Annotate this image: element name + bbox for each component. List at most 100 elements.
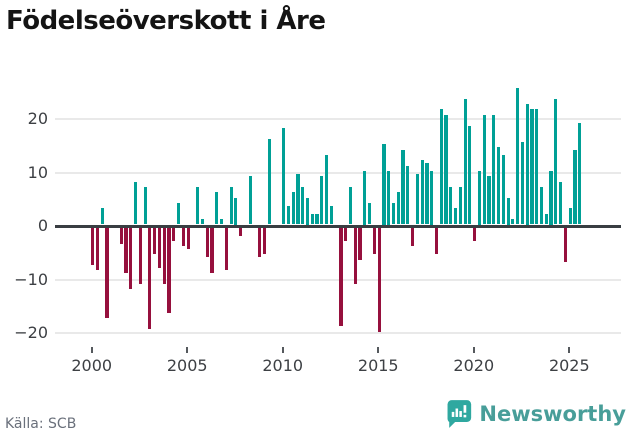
bar: [267, 138, 271, 225]
bar: [301, 187, 305, 225]
bar: [353, 227, 357, 284]
bar: [124, 227, 128, 273]
bar: [573, 149, 577, 225]
bar: [387, 171, 391, 225]
bar: [482, 114, 486, 225]
y-axis-tick-label: 20: [27, 109, 48, 128]
bar: [358, 227, 362, 260]
bar: [344, 227, 348, 241]
bar: [248, 176, 252, 225]
brand-name: Newsworthy: [479, 402, 626, 426]
bar: [396, 192, 400, 225]
bar: [305, 197, 310, 225]
gridline: [55, 332, 621, 334]
bar: [329, 205, 333, 225]
gridline: [55, 171, 621, 174]
bar: [176, 203, 181, 225]
bar: [148, 227, 152, 330]
bar: [348, 187, 353, 225]
bar: [535, 109, 539, 225]
bar: [410, 227, 415, 247]
bar: [425, 162, 429, 225]
y-axis-tick-label: −10: [14, 269, 48, 289]
bar: [133, 181, 138, 225]
bar: [95, 227, 99, 271]
bar: [119, 227, 123, 244]
bar: [487, 176, 491, 225]
bar: [516, 88, 520, 225]
bar: [506, 197, 510, 225]
bar: [286, 205, 290, 225]
bar: [449, 187, 453, 225]
x-axis-tick-label: 2010: [262, 356, 304, 375]
x-axis-tick-label: 2000: [71, 356, 113, 375]
bar: [492, 114, 496, 225]
bar: [539, 187, 544, 225]
bar: [325, 154, 329, 225]
bar: [229, 187, 233, 225]
bar: [167, 227, 171, 314]
newsworthy-bubble-chart-icon: [445, 399, 472, 429]
bar: [430, 171, 434, 225]
bar: [554, 98, 558, 225]
bar: [200, 219, 205, 225]
bar: [262, 227, 267, 255]
bar: [415, 173, 419, 225]
bar: [196, 187, 200, 225]
bar: [420, 160, 424, 225]
bar: [282, 128, 286, 225]
bar: [219, 219, 224, 225]
bar: [100, 208, 104, 225]
bar: [181, 227, 185, 247]
bar: [391, 203, 396, 225]
bar: [310, 213, 314, 225]
bar: [215, 192, 219, 225]
bar: [463, 98, 467, 225]
bar: [382, 144, 386, 225]
bar: [473, 227, 477, 241]
bar: [563, 227, 567, 263]
bar: [559, 181, 563, 225]
bar: [320, 176, 324, 225]
bar: [205, 227, 209, 257]
newsworthy-branding: Newsworthy: [445, 399, 626, 429]
bar: [157, 227, 162, 268]
bar: [239, 227, 243, 236]
bar: [568, 208, 572, 225]
bar: [363, 171, 367, 225]
bar: [162, 227, 166, 284]
bar: [434, 227, 439, 255]
bar: [172, 227, 176, 241]
bar: [234, 197, 238, 225]
x-axis-tick: [377, 347, 380, 353]
bar: [458, 187, 462, 225]
zero-axis-line: [55, 224, 621, 228]
bar: [143, 187, 147, 225]
y-axis-tick-label: −20: [14, 323, 48, 342]
source-caption: Källa: SCB: [5, 416, 77, 432]
bar: [453, 208, 458, 225]
bar: [501, 154, 505, 225]
bar: [406, 165, 410, 225]
gridline: [55, 118, 621, 120]
bar: [401, 149, 405, 225]
bar: [496, 146, 501, 225]
bar: [444, 114, 448, 225]
bar: [224, 227, 228, 271]
bar: [129, 227, 133, 290]
bar: [105, 227, 109, 319]
x-axis-tick: [90, 347, 93, 353]
x-axis-tick: [568, 347, 571, 353]
bar: [153, 227, 157, 255]
bar: [91, 227, 95, 265]
x-axis-tick: [472, 347, 475, 353]
gridline: [55, 278, 621, 281]
bar: [186, 227, 190, 249]
bar: [520, 141, 525, 225]
bar: [372, 227, 376, 255]
bar: [511, 219, 515, 225]
bar: [544, 213, 548, 225]
x-axis-tick: [186, 347, 189, 353]
